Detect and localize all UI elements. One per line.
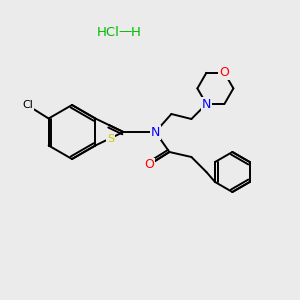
Text: Cl: Cl [22, 100, 33, 110]
Text: N: N [202, 98, 211, 110]
Text: —: — [118, 26, 132, 38]
Text: HCl: HCl [97, 26, 119, 38]
Text: O: O [144, 158, 154, 172]
Text: S: S [107, 134, 114, 144]
Text: H: H [131, 26, 141, 38]
Text: N: N [151, 125, 160, 139]
Text: O: O [219, 66, 229, 79]
